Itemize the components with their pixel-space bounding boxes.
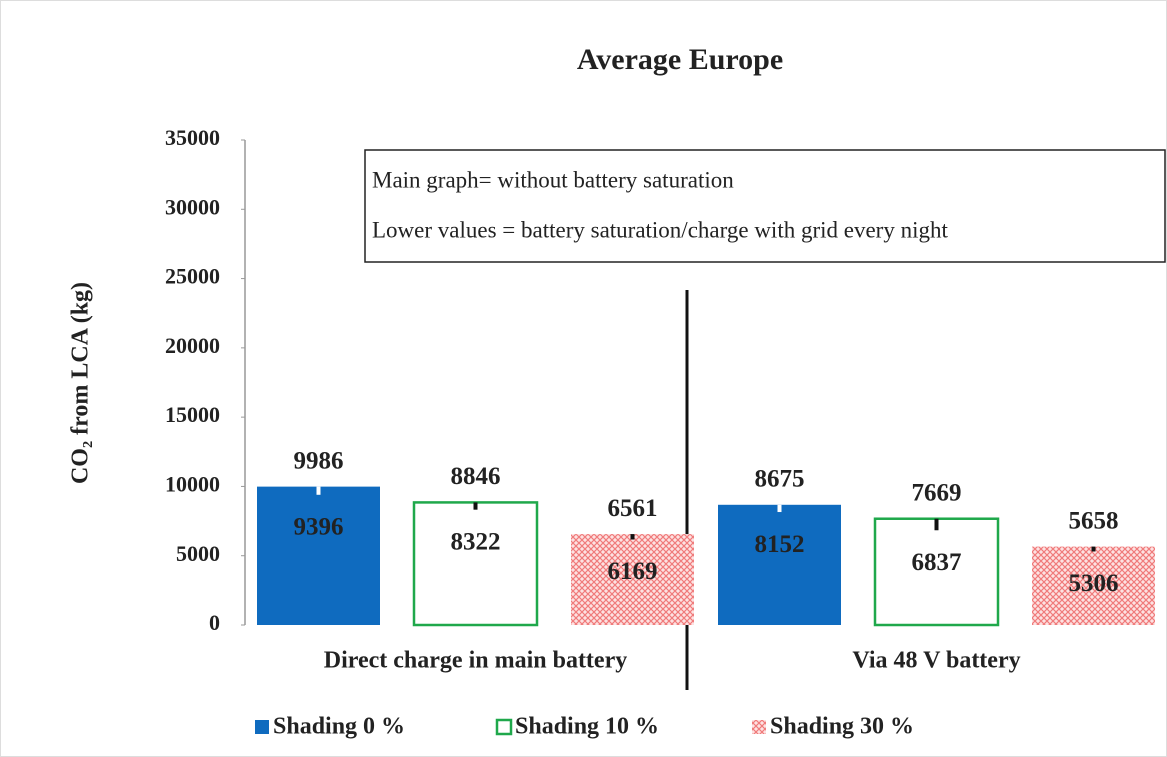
lower-value-label: 6837 <box>912 549 962 576</box>
annotation: Lower values = battery saturation/charge… <box>372 217 948 242</box>
y-tick-label: 20000 <box>165 333 220 358</box>
lower-value-label: 9396 <box>294 514 344 541</box>
legend-label: Shading 30 % <box>770 714 914 740</box>
x-tick-label: Via 48 V battery <box>852 648 1020 674</box>
bar <box>257 486 380 625</box>
annotation-box <box>364 149 1166 263</box>
value-label: 7669 <box>912 479 962 506</box>
legend-marker <box>752 720 766 734</box>
bar <box>1032 546 1155 625</box>
y-tick-label: 0 <box>209 610 220 635</box>
lower-value-label: 6169 <box>608 558 658 585</box>
bar <box>718 504 841 625</box>
legend-marker <box>495 718 513 736</box>
value-label: 5658 <box>1069 507 1119 534</box>
lower-value-label: 8152 <box>755 531 805 558</box>
y-tick-label: 30000 <box>165 194 220 219</box>
value-label: 8846 <box>451 463 501 490</box>
bar <box>412 501 539 627</box>
legend-marker <box>255 720 269 734</box>
y-tick-label: 5000 <box>176 541 220 566</box>
x-tick-label: Direct charge in main battery <box>324 648 627 674</box>
y-tick-label: 15000 <box>165 402 220 427</box>
value-label: 9986 <box>294 447 344 474</box>
legend-label: Shading 10 % <box>515 714 659 740</box>
lower-value-label: 8322 <box>451 528 501 555</box>
lower-value-label: 5306 <box>1069 570 1119 597</box>
y-tick-label: 35000 <box>165 125 220 150</box>
legend-label: Shading 0 % <box>273 714 405 740</box>
y-tick-label: 10000 <box>165 471 220 496</box>
bar <box>873 517 1000 627</box>
annotation: Main graph= without battery saturation <box>372 167 734 192</box>
bar <box>571 534 694 625</box>
y-tick-label: 25000 <box>165 264 220 289</box>
value-label: 8675 <box>755 466 805 493</box>
chart-title: Average Europe <box>577 43 783 76</box>
value-label: 6561 <box>608 495 658 522</box>
y-axis-label: CO₂ from LCA (kg) <box>68 282 94 484</box>
